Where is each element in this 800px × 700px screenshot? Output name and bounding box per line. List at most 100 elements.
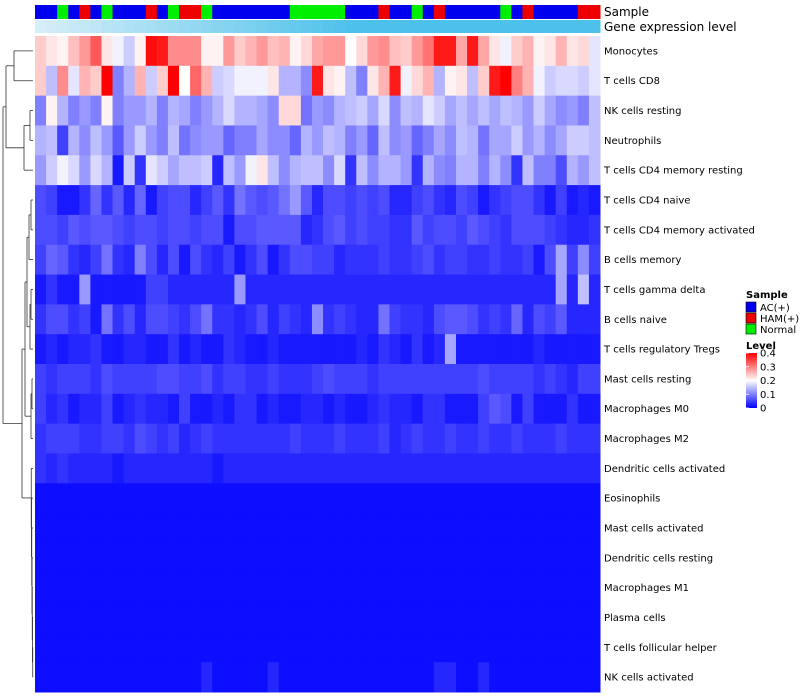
heatmap-cell bbox=[201, 602, 213, 633]
sample-annotation-cell bbox=[311, 5, 324, 19]
heatmap-cell bbox=[311, 364, 324, 395]
heatmap-cell bbox=[367, 632, 379, 663]
heatmap-cell bbox=[68, 453, 80, 484]
heatmap-cell bbox=[179, 364, 191, 395]
heatmap-cell bbox=[123, 274, 136, 305]
heatmap-cell bbox=[566, 364, 579, 395]
heatmap-cell bbox=[123, 572, 136, 604]
heatmap-cell bbox=[68, 214, 80, 246]
heatmap-cell bbox=[256, 602, 269, 633]
heatmap-cell bbox=[256, 632, 269, 663]
heatmap-cell bbox=[123, 513, 136, 544]
heatmap-cell bbox=[577, 155, 590, 186]
heatmap-cell bbox=[500, 274, 512, 305]
row-label: Dendritic cells resting bbox=[604, 553, 713, 564]
heatmap-cell bbox=[367, 453, 379, 484]
expression-annotation-cell bbox=[533, 20, 546, 33]
heatmap-cell bbox=[112, 542, 125, 574]
heatmap-cell bbox=[455, 155, 468, 186]
heatmap-cell bbox=[79, 364, 91, 395]
heatmap-cell bbox=[223, 36, 235, 67]
heatmap-cell bbox=[489, 304, 501, 335]
heatmap-cell bbox=[223, 662, 235, 693]
heatmap-cell bbox=[35, 36, 47, 67]
heatmap-cell bbox=[201, 334, 213, 365]
heatmap-cell bbox=[68, 65, 80, 97]
heatmap-cell bbox=[234, 65, 246, 97]
sample-annotation-cell bbox=[433, 5, 446, 19]
heatmap-cell bbox=[400, 334, 413, 365]
expression-annotation-cell bbox=[267, 20, 280, 33]
heatmap-cell bbox=[46, 513, 58, 544]
heatmap-cell bbox=[46, 453, 58, 484]
heatmap-cell bbox=[123, 125, 136, 156]
heatmap-cell bbox=[478, 95, 490, 126]
heatmap-cell bbox=[101, 602, 114, 633]
heatmap-cell bbox=[201, 453, 213, 484]
heatmap-cell bbox=[323, 483, 335, 514]
expression-annotation-cell bbox=[411, 20, 424, 33]
heatmap-cell bbox=[190, 542, 202, 574]
heatmap-cell bbox=[356, 125, 368, 156]
heatmap-cell bbox=[444, 125, 457, 156]
heatmap-cell bbox=[123, 155, 136, 186]
heatmap-cell bbox=[90, 214, 102, 246]
heatmap-cell bbox=[300, 185, 313, 216]
heatmap-cell bbox=[112, 483, 125, 514]
heatmap-cell bbox=[511, 304, 523, 335]
heatmap-cell bbox=[46, 185, 58, 216]
heatmap-cell bbox=[367, 662, 379, 693]
heatmap-cell bbox=[256, 483, 269, 514]
heatmap-cell bbox=[234, 602, 246, 633]
heatmap-cell bbox=[500, 304, 512, 335]
heatmap-cell bbox=[145, 393, 158, 425]
heatmap-cell bbox=[68, 185, 80, 216]
heatmap-cell bbox=[289, 602, 302, 633]
heatmap-cell bbox=[179, 483, 191, 514]
heatmap-cell bbox=[134, 602, 147, 633]
heatmap-cell bbox=[167, 572, 180, 604]
heatmap-cell bbox=[433, 334, 446, 365]
heatmap-cell bbox=[278, 155, 291, 186]
heatmap-cell bbox=[422, 662, 435, 693]
heatmap-cell bbox=[356, 334, 368, 365]
heatmap-cell bbox=[145, 244, 158, 276]
heatmap-cell bbox=[112, 36, 125, 67]
sample-annotation-cell bbox=[201, 5, 213, 19]
heatmap-cell bbox=[167, 453, 180, 484]
heatmap-cell bbox=[156, 95, 169, 126]
heatmap-cell bbox=[79, 95, 91, 126]
heatmap-cell bbox=[533, 632, 546, 663]
expression-annotation-cell bbox=[245, 20, 258, 33]
heatmap-cell bbox=[278, 602, 291, 633]
heatmap-cell bbox=[134, 304, 147, 335]
heatmap-cell bbox=[68, 513, 80, 544]
heatmap-cell bbox=[444, 542, 457, 574]
heatmap-cell bbox=[367, 513, 379, 544]
heatmap-cell bbox=[68, 95, 80, 126]
heatmap-cell bbox=[544, 214, 557, 246]
heatmap-cell bbox=[400, 453, 413, 484]
heatmap-cell bbox=[467, 453, 479, 484]
heatmap-cell bbox=[356, 662, 368, 693]
heatmap-cell bbox=[90, 334, 102, 365]
heatmap-cell bbox=[356, 572, 368, 604]
heatmap-cell bbox=[467, 483, 479, 514]
heatmap-cell bbox=[500, 632, 512, 663]
heatmap-cell bbox=[533, 65, 546, 97]
level-tick-label: 0.4 bbox=[760, 349, 776, 360]
heatmap-cell bbox=[433, 483, 446, 514]
expression-annotation-cell bbox=[334, 20, 346, 33]
heatmap-cell bbox=[345, 364, 357, 395]
heatmap-cell bbox=[478, 483, 490, 514]
heatmap-cell bbox=[145, 334, 158, 365]
heatmap-cell bbox=[400, 125, 413, 156]
heatmap-cell bbox=[311, 274, 324, 305]
heatmap-cell bbox=[112, 244, 125, 276]
heatmap-cell bbox=[35, 214, 47, 246]
heatmap-cell bbox=[190, 304, 202, 335]
sample-annotation-cell bbox=[112, 5, 125, 19]
heatmap-cell bbox=[179, 304, 191, 335]
heatmap-cell bbox=[566, 185, 579, 216]
heatmap-cell bbox=[289, 572, 302, 604]
